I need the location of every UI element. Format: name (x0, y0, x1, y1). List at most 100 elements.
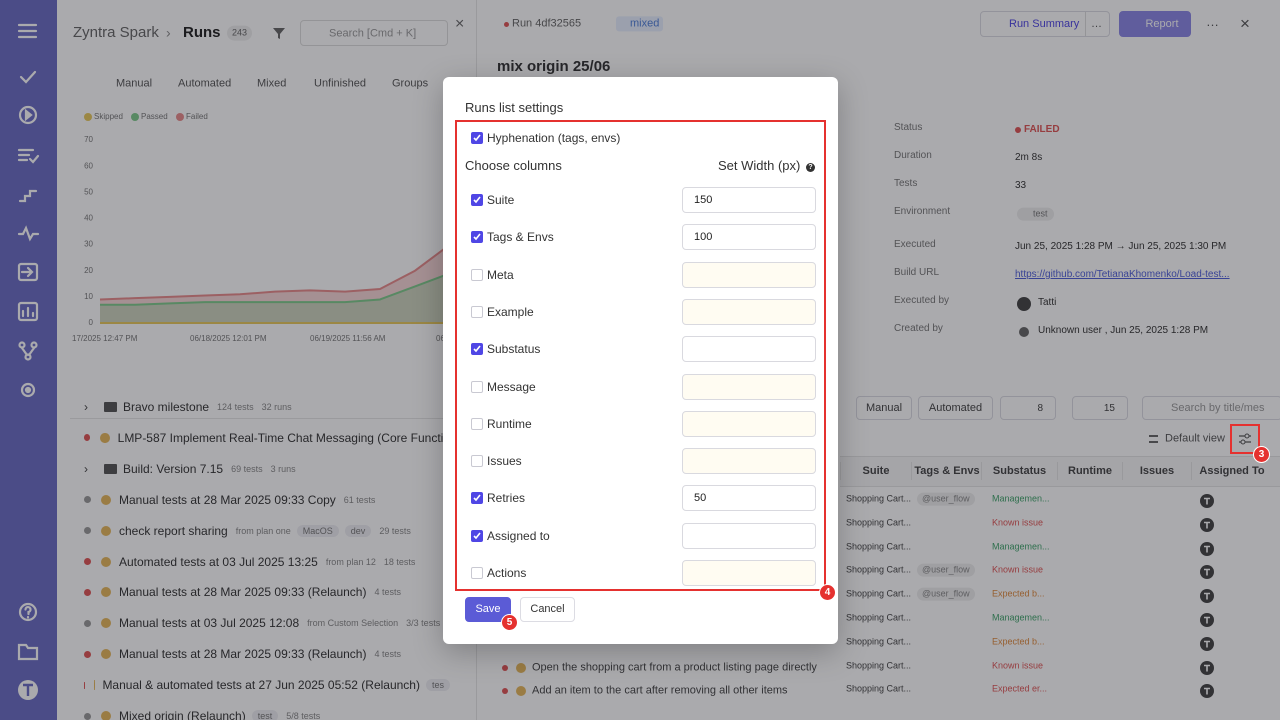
test-title[interactable]: Open the shopping cart from a product li… (532, 661, 817, 673)
run-meta: 4 tests (374, 649, 401, 660)
column-checkbox[interactable] (471, 380, 483, 393)
status-icon (84, 558, 91, 565)
width-input[interactable]: 150 (682, 187, 816, 213)
area-fill (100, 273, 450, 323)
width-input[interactable] (682, 261, 816, 288)
status-icon (84, 527, 91, 535)
cell-suite: Shopping Cart... (846, 683, 912, 694)
field-value[interactable]: https://github.com/TetianaKhomenko/Load-… (1015, 269, 1230, 280)
help-icon[interactable]: ? (806, 163, 815, 172)
report-button[interactable]: Report (1119, 11, 1191, 37)
hyphenation-checkbox[interactable] (471, 132, 483, 144)
filter-toggle[interactable]: Automated (918, 396, 993, 420)
tab[interactable]: Mixed (257, 77, 287, 90)
search-placeholder: Search [Cmd + K] (329, 27, 417, 40)
tab[interactable]: Groups (392, 77, 429, 90)
run-row[interactable]: Manual & automated tests at 27 Jun 2025 … (80, 675, 450, 695)
folder-title: Bravo milestone (123, 400, 210, 414)
tab[interactable]: Unfinished (314, 77, 366, 90)
save-button[interactable]: Save (465, 597, 511, 622)
run-row[interactable]: Manual tests at 28 Mar 2025 09:33 (Relau… (80, 582, 450, 602)
run-row[interactable]: › Bravo milestone 124 tests 32 runs (80, 397, 450, 417)
run-row[interactable]: Manual tests at 28 Mar 2025 09:33 Copy 61… (80, 490, 450, 510)
more-menu[interactable]: … (1206, 14, 1219, 30)
assignee-avatar (1200, 517, 1214, 532)
field-value: Unknown user , Jun 25, 2025 1:28 PM (1038, 325, 1209, 336)
y-tick-label: 0 (89, 318, 94, 327)
field-value: Tatti (1038, 297, 1057, 308)
tab[interactable]: Automated (178, 77, 232, 90)
cell-tags: @user_flow (917, 492, 975, 506)
width-input[interactable] (682, 522, 816, 549)
column-checkbox[interactable] (471, 343, 483, 356)
width-input[interactable] (682, 298, 816, 325)
close-panel[interactable]: × (1240, 13, 1250, 33)
y-tick-label: 40 (84, 214, 93, 223)
run-title: Mixed origin (Relaunch) (119, 709, 246, 720)
run-row[interactable]: Manual tests at 03 Jul 2025 12:08 from Cu… (80, 613, 450, 633)
filter-button[interactable] (272, 26, 286, 40)
column-checkbox[interactable] (471, 567, 483, 579)
width-input[interactable] (682, 560, 816, 586)
column-checkbox[interactable] (471, 305, 483, 318)
highlight-columns (455, 120, 826, 591)
column-header: Runtime (1057, 462, 1122, 480)
column-checkbox[interactable] (471, 231, 483, 244)
cell-suite: Shopping Cart... (846, 564, 912, 575)
close-left[interactable]: × (455, 15, 465, 33)
column-checkbox[interactable] (471, 492, 483, 505)
cell-substatus: Known issue (992, 517, 1044, 528)
run-row[interactable]: Mixed origin (Relaunch) test 5/8 tests (80, 706, 450, 720)
width-input[interactable] (682, 448, 816, 475)
tab[interactable]: Manual (116, 77, 153, 90)
test-title[interactable]: Add an item to the cart after removing a… (532, 684, 788, 697)
run-title: Manual tests at 28 Mar 2025 09:33 (Relau… (119, 585, 367, 600)
cancel-button[interactable]: Cancel (520, 597, 575, 622)
cell-suite: Shopping Cart... (846, 517, 912, 528)
status-dot (516, 686, 526, 697)
column-header: Tags & Envs (911, 462, 982, 480)
count-label: 8 (1037, 403, 1043, 414)
folder-title: Build: Version 7.15 (123, 461, 224, 476)
count-toggle[interactable]: 15 (1072, 396, 1128, 420)
filter-label: Automated (928, 402, 983, 414)
column-settings-button[interactable] (1238, 432, 1252, 446)
cell-substatus: Expected b... (992, 588, 1045, 599)
run-summary-button[interactable]: Run Summary… (980, 11, 1110, 37)
column-checkbox[interactable] (471, 455, 483, 468)
column-checkbox[interactable] (471, 268, 483, 281)
origin-icon (101, 494, 111, 505)
status-dot (502, 688, 508, 695)
column-checkbox[interactable] (471, 529, 483, 542)
test-search[interactable]: Search by title/mes (1142, 396, 1280, 420)
width-input[interactable]: 50 (682, 485, 816, 512)
run-meta: 4 tests (374, 587, 401, 598)
search-box[interactable]: Search [Cmd + K] (300, 20, 448, 46)
settings-modal: Runs list settings Hyphenation (tags, env… (443, 77, 838, 644)
filter-toggle[interactable]: Manual (856, 396, 912, 420)
width-input[interactable] (682, 336, 816, 363)
table-header-bg (840, 456, 1280, 487)
count-toggle[interactable]: 8 (1000, 396, 1056, 420)
field-label: Executed by (894, 295, 950, 306)
runs-count: 243 (227, 25, 253, 41)
run-row[interactable]: › Build: Version 7.15 69 tests 3 runs (80, 459, 450, 479)
run-row[interactable]: Automated tests at 03 Jul 2025 13:25 from… (80, 552, 450, 572)
origin-icon (100, 432, 110, 443)
width-input[interactable] (682, 373, 816, 400)
run-row[interactable]: Manual tests at 28 Mar 2025 09:33 (Relau… (80, 644, 450, 664)
width-input[interactable] (682, 410, 816, 437)
view-select[interactable]: Default view (1165, 432, 1225, 445)
column-checkbox[interactable] (471, 194, 483, 206)
run-meta: from Custom Selection (307, 618, 399, 629)
folder-icon (104, 402, 117, 412)
run-row[interactable]: check report sharing from plan one MacOS de… (80, 521, 450, 541)
view-icon (1149, 435, 1158, 443)
y-tick-label: 50 (84, 187, 93, 196)
x-tick-label: 17/2025 12:47 PM (72, 334, 138, 343)
width-input[interactable]: 100 (682, 224, 816, 251)
column-checkbox[interactable] (471, 417, 483, 430)
nav-icons[interactable] (17, 23, 40, 661)
run-row[interactable]: LMP-587 Implement Real-Time Chat Messagi… (80, 428, 450, 448)
